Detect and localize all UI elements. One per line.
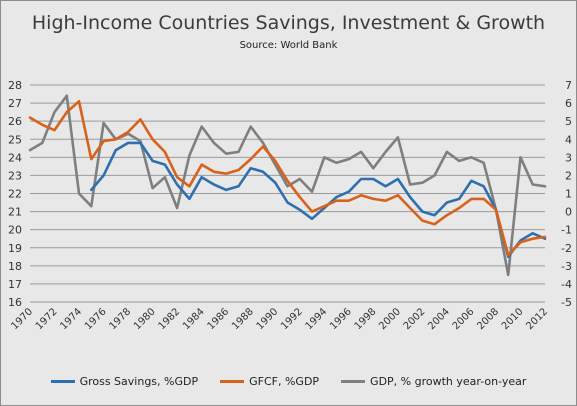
legend-swatch-gross-savings (50, 380, 75, 383)
x-tick-label: 2004 (426, 306, 452, 332)
right-tick-label: -5 (561, 296, 572, 309)
x-tick-label: 2000 (377, 306, 403, 332)
gridlines (30, 84, 545, 303)
left-tick-label: 24 (8, 151, 22, 164)
right-tick-label: 2 (565, 169, 572, 182)
right-tick-label: 7 (565, 79, 572, 92)
left-tick-label: 16 (8, 296, 22, 309)
x-tick-label: 1990 (255, 306, 281, 332)
legend-label-gdp-growth: GDP, % growth year-on-year (370, 375, 527, 388)
right-tick-label: -2 (561, 242, 572, 255)
x-tick-label: 1974 (58, 306, 84, 332)
x-tick-label: 1970 (9, 306, 35, 332)
x-tick-label: 1986 (206, 306, 232, 332)
x-tick-label: 1996 (328, 306, 354, 332)
left-tick-label: 26 (8, 115, 22, 128)
left-tick-label: 27 (8, 97, 22, 110)
right-tick-label: -1 (561, 224, 572, 237)
x-tick-label: 1998 (353, 306, 379, 332)
left-axis-ticks: 16 17 18 19 20 21 22 23 24 25 26 27 28 (8, 79, 22, 309)
x-axis-ticks: 1970197219741976197819801982198419861988… (9, 306, 550, 332)
left-tick-label: 22 (8, 188, 22, 201)
right-tick-label: -3 (561, 260, 572, 273)
legend-item-gross-savings: Gross Savings, %GDP (50, 375, 199, 388)
right-tick-label: 5 (565, 115, 572, 128)
x-tick-label: 2002 (402, 306, 428, 332)
legend-item-gdp-growth: GDP, % growth year-on-year (341, 375, 526, 388)
left-tick-label: 25 (8, 133, 22, 146)
x-tick-label: 1984 (181, 306, 207, 332)
right-tick-label: 1 (565, 188, 572, 201)
legend-label-gfcf: GFCF, %GDP (249, 375, 320, 388)
left-tick-label: 20 (8, 224, 22, 237)
x-tick-label: 1978 (107, 306, 133, 332)
x-tick-label: 2012 (524, 306, 550, 332)
chart-subtitle: Source: World Bank (239, 40, 338, 51)
series-lines (28, 94, 547, 277)
x-tick-label: 1992 (279, 306, 305, 332)
x-tick-label: 2010 (500, 306, 526, 332)
series-line-gfcf-gdp (28, 100, 547, 257)
chart-title: High-Income Countries Savings, Investmen… (31, 12, 546, 34)
left-tick-label: 18 (8, 260, 22, 273)
legend: Gross Savings, %GDP GFCF, %GDP GDP, % gr… (0, 375, 577, 388)
legend-item-gfcf: GFCF, %GDP (220, 375, 319, 388)
x-tick-label: 1988 (230, 306, 256, 332)
legend-swatch-gdp-growth (341, 380, 366, 383)
legend-swatch-gfcf (220, 380, 245, 383)
left-tick-label: 23 (8, 169, 22, 182)
right-tick-label: 0 (565, 206, 572, 219)
right-axis-ticks: -5 -4 -3 -2 -1 0 1 2 3 4 5 6 7 (561, 79, 572, 309)
x-tick-label: 1972 (34, 306, 60, 332)
left-tick-label: 28 (8, 79, 22, 92)
left-tick-label: 21 (8, 206, 22, 219)
left-tick-label: 19 (8, 242, 22, 255)
right-tick-label: 3 (565, 151, 572, 164)
x-tick-label: 1980 (132, 306, 158, 332)
left-tick-label: 17 (8, 278, 22, 291)
legend-label-gross-savings: Gross Savings, %GDP (79, 375, 199, 388)
x-tick-label: 2008 (475, 306, 501, 332)
x-tick-label: 1982 (156, 306, 182, 332)
x-tick-label: 1994 (304, 306, 330, 332)
right-tick-label: 4 (565, 133, 572, 146)
right-tick-label: 6 (565, 97, 572, 110)
right-tick-label: -4 (561, 278, 572, 291)
x-tick-label: 1976 (83, 306, 109, 332)
series-line-gross-savings-gdp (90, 141, 547, 259)
x-tick-label: 2006 (451, 306, 477, 332)
